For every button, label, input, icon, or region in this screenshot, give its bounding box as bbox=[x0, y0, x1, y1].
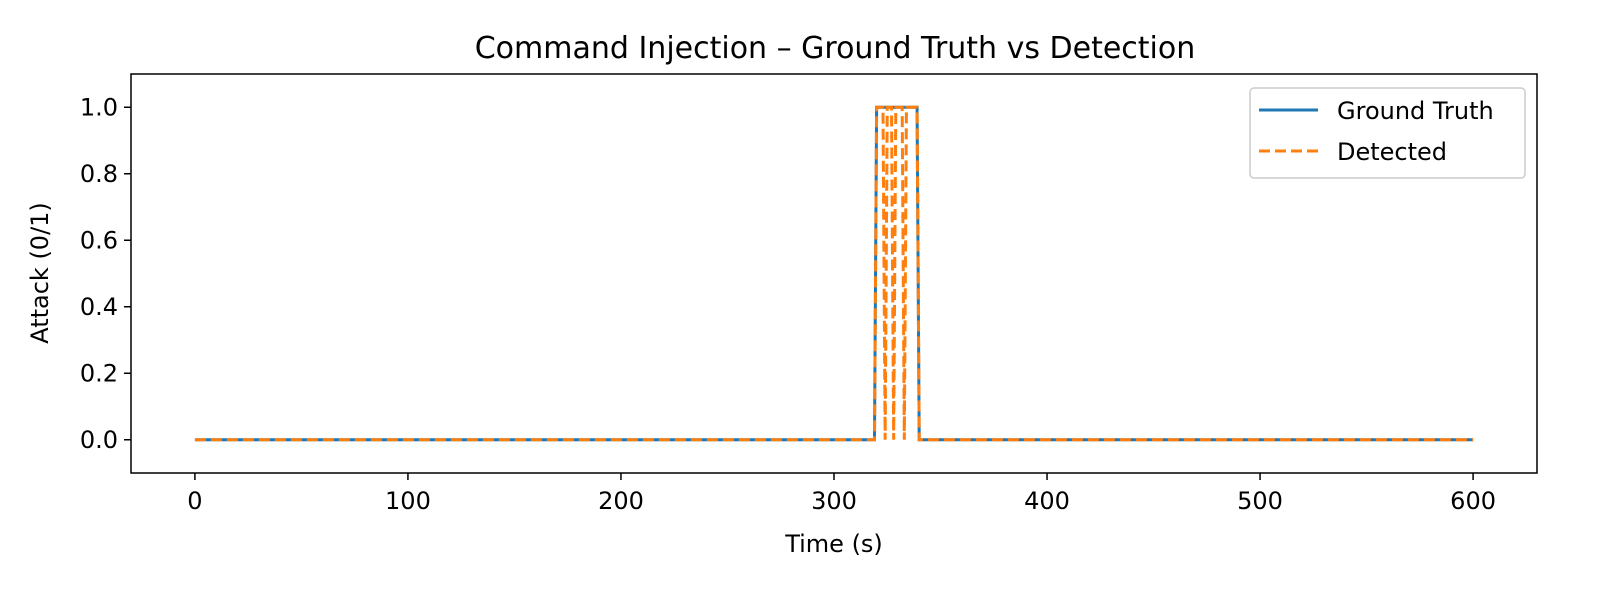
x-axis-label: Time (s) bbox=[784, 530, 883, 558]
y-axis-label: Attack (0/1) bbox=[26, 202, 54, 344]
x-tick-label: 500 bbox=[1237, 487, 1283, 515]
y-tick-label: 0.6 bbox=[80, 226, 118, 254]
legend-label-ground-truth: Ground Truth bbox=[1337, 97, 1494, 125]
x-tick-label: 200 bbox=[598, 487, 644, 515]
series-layer bbox=[194, 105, 1474, 442]
x-tick-label: 300 bbox=[811, 487, 857, 515]
y-axis-ticks: 0.0 0.2 0.4 0.6 0.8 1.0 bbox=[80, 93, 131, 454]
x-axis-ticks: 0 100 200 300 400 500 600 bbox=[187, 473, 1496, 515]
x-tick-label: 100 bbox=[385, 487, 431, 515]
legend: Ground Truth Detected bbox=[1249, 87, 1526, 179]
y-tick-label: 0.0 bbox=[80, 426, 118, 454]
legend-box bbox=[1249, 87, 1526, 179]
y-tick-label: 0.8 bbox=[80, 160, 118, 188]
x-tick-label: 400 bbox=[1024, 487, 1070, 515]
y-tick-label: 0.4 bbox=[80, 293, 118, 321]
chart-title: Command Injection – Ground Truth vs Dete… bbox=[475, 31, 1196, 66]
legend-label-detected: Detected bbox=[1337, 138, 1447, 166]
y-tick-label: 0.2 bbox=[80, 359, 118, 387]
x-tick-label: 0 bbox=[187, 487, 202, 515]
series-line-detected bbox=[194, 105, 1474, 442]
x-tick-label: 600 bbox=[1450, 487, 1496, 515]
y-tick-label: 1.0 bbox=[80, 93, 118, 121]
